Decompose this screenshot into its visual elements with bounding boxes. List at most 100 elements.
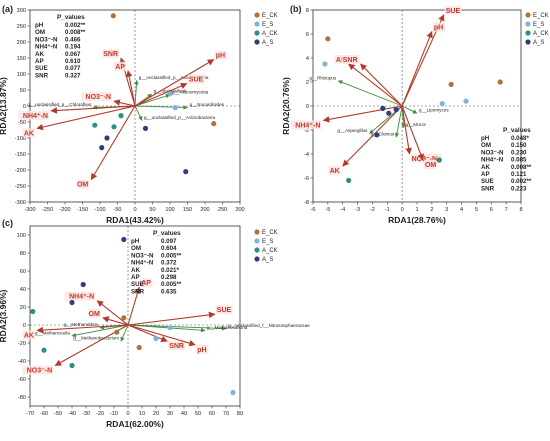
env-arrow	[360, 63, 403, 107]
p-values-var: SNR	[131, 288, 145, 295]
x-tick-label: 3	[445, 207, 448, 213]
taxa-arrow	[134, 105, 188, 110]
p-values-var: pH	[131, 238, 140, 245]
x-tick-label: 2	[430, 207, 433, 213]
taxa-label: g__Lipomyces	[419, 108, 449, 113]
legend-swatch	[525, 21, 531, 27]
x-tick-label: -70	[26, 411, 34, 417]
taxa-label: g__unclassified_p__Acidobacteria	[139, 75, 209, 80]
y-tick-label: -250	[15, 184, 26, 190]
x-tick-label: 0	[126, 411, 129, 417]
env-arrow	[127, 311, 216, 326]
sample-point	[380, 105, 386, 111]
y-tick-label: 40	[20, 287, 26, 293]
env-label-bg	[423, 160, 437, 169]
y-tick-label: 80	[20, 251, 26, 257]
sample-point	[393, 107, 399, 113]
y-tick-label: 0	[23, 323, 26, 329]
x-tick-label: -100	[94, 207, 105, 213]
x-tick-label: 20	[153, 411, 159, 417]
legend-swatch	[254, 12, 260, 18]
sample-point	[114, 329, 120, 335]
plot-frame	[29, 225, 241, 407]
p-values-var: SUE	[131, 281, 144, 288]
taxa-label: g__unclassified_p__Chloroflexi	[27, 102, 91, 107]
env-arrow	[50, 105, 136, 114]
legend-label: E_CK	[262, 230, 278, 236]
taxa-arrow	[337, 80, 403, 107]
y-tick-label: 300	[17, 8, 26, 14]
p-values-header: P_values	[57, 14, 85, 21]
sample-point	[121, 315, 127, 321]
env-arrow	[401, 105, 412, 155]
sample-point	[142, 125, 149, 131]
x-axis-label: RDA1(43.42%)	[106, 215, 164, 225]
env-arrow	[36, 324, 129, 334]
x-tick-label: -150	[77, 207, 88, 213]
y-tick-label: -50	[18, 120, 26, 126]
env-label: NH4⁺-N	[295, 122, 320, 129]
p-values-value: 0.298	[161, 274, 177, 281]
env-label: OM	[89, 311, 100, 318]
y-tick-label: 0	[306, 104, 309, 110]
p-values-var: SUE	[481, 178, 494, 185]
panel-label: (a)	[2, 4, 13, 14]
env-arrow	[348, 63, 403, 107]
sample-point	[99, 145, 105, 151]
p-values-var: OM	[35, 29, 45, 36]
taxa-label: g__Aspergillus	[337, 128, 368, 133]
env-label-bg	[444, 5, 462, 15]
env-arrow	[113, 99, 136, 107]
x-tick-label: -200	[59, 207, 70, 213]
legend-label: A_CK	[533, 31, 549, 37]
y-tick-label: 4	[306, 56, 309, 62]
env-arrow	[401, 105, 424, 161]
sample-point	[386, 110, 392, 116]
x-tick-label: -5	[325, 207, 330, 213]
legend-label: A_S	[262, 257, 273, 263]
env-label: pH	[216, 53, 225, 60]
taxa-label: g__Methanobacterium	[73, 336, 119, 341]
env-arrow	[127, 324, 196, 347]
sample-point	[92, 122, 98, 128]
p-values-value: 0.008**	[65, 29, 86, 36]
panel-3: -70 -60 -50 -40 -30 -20 -10 0 10 20 30 40 50 60 70 80 -8…	[0, 218, 310, 429]
taxa-label: g__Methanocella	[35, 330, 70, 335]
sample-point	[439, 101, 445, 107]
sample-point	[172, 105, 178, 111]
sample-point	[167, 91, 173, 97]
y-tick-label: 200	[17, 40, 26, 46]
y-axis-label: RDA2(20.76%)	[281, 77, 291, 135]
env-label-bg	[196, 344, 209, 354]
y-tick-label: -20	[18, 341, 26, 347]
taxa-arrow	[134, 105, 143, 121]
y-tick-label: -100	[15, 136, 26, 142]
sample-point	[104, 135, 110, 141]
x-tick-label: 80	[237, 411, 243, 417]
sample-point	[136, 344, 142, 351]
taxa-label: g__Mucor	[406, 122, 427, 127]
y-tick-label: -300	[15, 200, 26, 206]
p-values-var: SNR	[35, 72, 49, 79]
env-label-bg	[102, 49, 119, 58]
p-values-var: AK	[35, 51, 44, 58]
x-tick-label: -2	[370, 207, 375, 213]
y-tick-label: -6	[304, 176, 309, 182]
p-values-value: 0.466	[65, 36, 81, 43]
p-values-value: 0.002**	[511, 178, 532, 185]
panel-1: -300 -250 -200 -150 -100 -50 0 50 100 150 200 250 30…	[0, 4, 278, 225]
legend-label: E_S	[533, 22, 544, 28]
sample-point	[322, 61, 328, 67]
p-values-value: 0.005**	[161, 281, 182, 288]
y-tick-label: 50	[20, 88, 26, 94]
x-tick-label: -6	[311, 207, 316, 213]
legend-label: E_CK	[262, 13, 278, 19]
taxa-label: g__Methanothrix	[64, 322, 99, 327]
p-values-var: pH	[481, 135, 490, 142]
x-tick-label: -10	[110, 411, 118, 417]
legend-swatch	[254, 30, 260, 36]
env-label-bg	[113, 61, 126, 71]
env-label: SNR	[103, 51, 118, 58]
p-values-var: NH4⁺-N	[481, 157, 504, 164]
panel-label: (c)	[2, 218, 13, 228]
